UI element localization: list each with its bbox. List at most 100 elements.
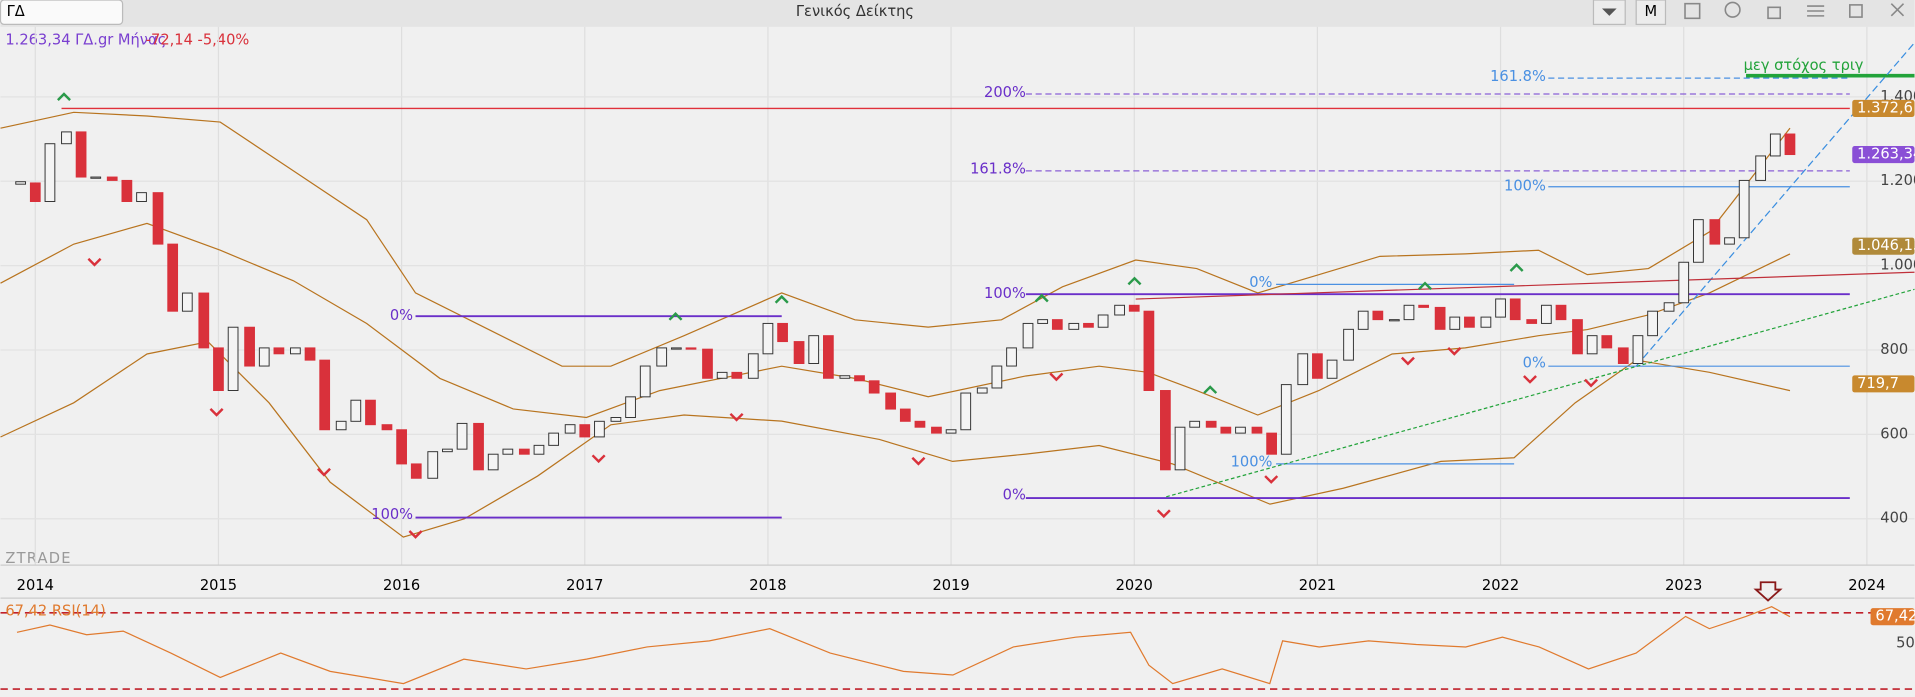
candle: [106, 176, 118, 181]
candle: [1434, 306, 1446, 330]
candle: [670, 347, 682, 350]
candle: [1586, 335, 1598, 355]
candle: [1235, 426, 1246, 434]
candle: [198, 292, 210, 349]
candle: [1326, 359, 1338, 379]
candle: [396, 429, 407, 465]
candle: [1128, 304, 1140, 312]
x-tick-label: 2017: [566, 577, 603, 594]
toolbar-icons[interactable]: [1684, 1, 1905, 20]
candle: [991, 365, 1003, 389]
price-tag: [1852, 375, 1915, 393]
candle: [731, 371, 743, 379]
candle: [213, 347, 224, 391]
candle: [1266, 432, 1277, 455]
candle: [1724, 237, 1735, 245]
candle: [1601, 335, 1613, 349]
candle: [594, 420, 605, 438]
candle: [1647, 310, 1658, 337]
candle: [273, 347, 285, 355]
candle: [15, 181, 27, 185]
y-tick-label: 400: [1880, 510, 1908, 527]
candle: [1632, 335, 1644, 364]
candle: [1678, 261, 1690, 304]
candle: [564, 424, 576, 434]
candle: [290, 347, 301, 355]
candle: [1083, 322, 1094, 328]
candle: [579, 424, 591, 438]
candle: [181, 292, 193, 312]
candle: [410, 463, 422, 479]
candle: [1464, 316, 1475, 328]
period-label: M: [1645, 3, 1658, 20]
candle: [258, 347, 270, 367]
candle: [625, 396, 636, 418]
x-tick-label: 2015: [200, 577, 237, 594]
candle: [1097, 314, 1109, 328]
candle: [762, 322, 774, 355]
candle: [945, 429, 957, 434]
candle: [1205, 420, 1217, 428]
candle: [90, 176, 102, 179]
candle: [1160, 390, 1171, 471]
fib-label: 100%: [984, 285, 1026, 302]
window-title: Γενικός Δείκτης: [796, 3, 914, 20]
price-tag-label: 1.046,13: [1857, 237, 1915, 254]
candle: [1769, 133, 1781, 157]
candle: [1738, 179, 1750, 239]
candle: [1526, 319, 1538, 324]
candle: [1509, 298, 1521, 321]
candle: [365, 399, 376, 426]
candle: [75, 131, 87, 178]
candle: [1143, 310, 1155, 391]
fib-lines: [415, 42, 1915, 519]
x-tick-label: 2018: [749, 577, 786, 594]
watermark: ZTRADE: [5, 550, 71, 567]
x-tick-label: 2020: [1116, 577, 1153, 594]
candle: [1540, 304, 1552, 324]
candle: [1220, 426, 1232, 434]
candle: [639, 365, 651, 398]
price-tag-label: 719,7: [1857, 375, 1899, 392]
candle: [167, 243, 179, 312]
candle: [1174, 426, 1186, 471]
candle: [747, 353, 759, 379]
candle: [839, 375, 851, 379]
candle: [29, 182, 41, 202]
x-tick-label: 2024: [1848, 577, 1885, 594]
candle: [548, 432, 560, 446]
candle: [808, 335, 820, 364]
period-button[interactable]: [1635, 0, 1667, 26]
candle: [1572, 319, 1583, 355]
candle: [427, 451, 439, 479]
candle: [656, 347, 668, 367]
title-bar: [0, 0, 1915, 27]
candle: [976, 387, 988, 394]
fib-label: 200%: [984, 84, 1026, 101]
candle: [899, 408, 911, 422]
candle: [1784, 133, 1796, 156]
x-tick-label: 2023: [1665, 577, 1702, 594]
candle: [1617, 347, 1629, 364]
candle: [381, 424, 393, 431]
candle: [1189, 420, 1201, 428]
x-tick-label: 2022: [1482, 577, 1519, 594]
candle: [319, 359, 331, 431]
candle: [1480, 316, 1492, 328]
candle: [61, 131, 72, 145]
x-tick-label: 2021: [1299, 577, 1336, 594]
candle: [1693, 219, 1704, 263]
candle: [1006, 347, 1017, 367]
candle: [702, 348, 713, 379]
candle: [227, 326, 239, 391]
price-tag-label: 1.372,6: [1857, 99, 1913, 116]
price-tag: [1852, 145, 1915, 164]
candle: [1114, 304, 1125, 316]
candle: [868, 380, 880, 394]
price-tag: [1852, 237, 1915, 255]
candle: [533, 444, 545, 455]
y-tick-label: 1.000: [1880, 257, 1915, 274]
candle: [1037, 319, 1049, 324]
candle: [685, 347, 697, 350]
symbol-box[interactable]: [0, 0, 124, 26]
